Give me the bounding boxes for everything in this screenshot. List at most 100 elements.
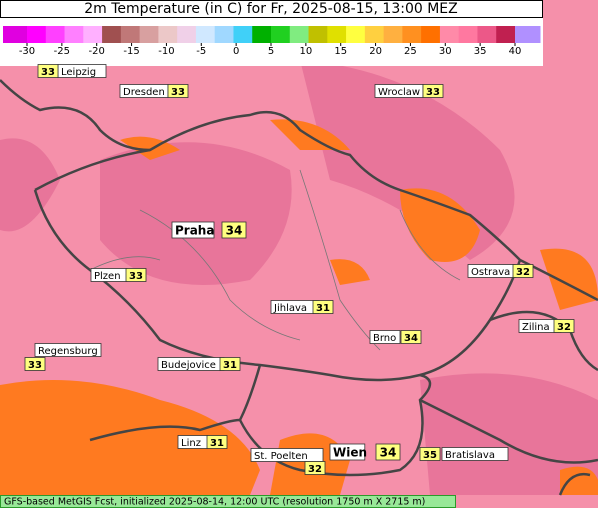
city: Plzen 33 [90, 268, 147, 282]
temp-box [422, 84, 444, 98]
temp-box [304, 461, 326, 475]
temp-box [219, 357, 241, 371]
tick-label: -5 [196, 46, 206, 57]
temp-box [553, 319, 575, 333]
color-swatch [177, 26, 197, 43]
temp-box [24, 357, 46, 371]
color-swatch [252, 26, 272, 43]
tick-label: 30 [439, 46, 452, 57]
color-swatch [233, 26, 253, 43]
city: Budejovice 31 [157, 357, 241, 371]
tick-label: 10 [299, 46, 312, 57]
temp-box [375, 443, 401, 461]
color-swatch [120, 26, 141, 43]
tick-label: 15 [334, 46, 347, 57]
temp-box [37, 64, 59, 78]
city: Bratislava 35 [419, 447, 509, 461]
temp-box [221, 221, 247, 239]
color-swatch [195, 26, 216, 43]
temp-label: 31 [316, 303, 330, 314]
tick-label: 40 [509, 46, 522, 57]
city-name: Plzen [94, 271, 121, 282]
tick-label: 5 [268, 46, 274, 57]
city-name: Leipzig [61, 67, 96, 78]
city-name: Brno [373, 333, 396, 344]
color-swatch [3, 26, 28, 43]
city: Ostrava 32 [467, 264, 534, 278]
temp-label: 33 [171, 87, 185, 98]
tick-label: 35 [474, 46, 487, 57]
temp-box [512, 264, 534, 278]
city-name-box [441, 447, 509, 461]
tick-label: -30 [19, 46, 35, 57]
city: Wroclaw 33 [374, 84, 444, 98]
temp-label: 32 [308, 464, 322, 475]
city: Brno 34 [369, 330, 422, 344]
color-swatch [45, 26, 66, 43]
city-name: Dresden [123, 87, 165, 98]
city-name-box [329, 443, 366, 461]
temp-label: 34 [226, 224, 243, 238]
city-name: St. Poelten [254, 451, 308, 462]
tick-label: 0 [233, 46, 239, 57]
color-swatch [64, 26, 84, 43]
temp-label: 32 [516, 267, 530, 278]
color-swatch [458, 26, 478, 43]
city-name: Wroclaw [378, 87, 420, 98]
color-swatch [139, 26, 159, 43]
title: 2m Temperature (in C) for Fr, 2025-08-15… [84, 1, 457, 17]
temp-box [400, 330, 422, 344]
city-name-box [34, 343, 102, 357]
title-box [0, 0, 543, 18]
city-name: Budejovice [161, 360, 216, 371]
color-swatch [364, 26, 385, 43]
color-swatch [27, 26, 47, 43]
city: Jihlava 31 [270, 300, 334, 314]
color-swatch [477, 26, 497, 43]
city: Dresden 33 [119, 84, 189, 98]
tick-label: -10 [158, 46, 174, 57]
color-swatch [102, 26, 122, 43]
city-name-box [171, 221, 215, 239]
city: Praha 34 [171, 221, 247, 239]
city-name: Wien [333, 446, 367, 460]
city-name: Regensburg [38, 346, 98, 357]
temp-box [125, 268, 147, 282]
color-swatch [383, 26, 403, 43]
temp-label: 35 [423, 450, 437, 461]
tick-label: 20 [369, 46, 382, 57]
color-swatch [289, 26, 310, 43]
city-name-box [250, 448, 324, 462]
colorbar: -30 -25 -20 -15 -10 -5 0 5 10 15 20 25 30 35 40 [3, 26, 541, 57]
temp-label: 34 [404, 333, 418, 344]
tick-label: -15 [123, 46, 139, 57]
city-name: Ostrava [471, 267, 510, 278]
city: Regensburg 33 [24, 343, 102, 371]
footer: GFS-based MetGIS Fcst, initialized 2025-… [4, 497, 425, 508]
temp-label: 33 [28, 360, 42, 371]
color-swatch [421, 26, 441, 43]
temp-box [419, 447, 441, 461]
color-swatch [214, 26, 234, 43]
temp-label: 33 [426, 87, 440, 98]
color-swatch [515, 26, 541, 43]
city-name: Linz [181, 438, 201, 449]
temp-label: 31 [210, 438, 224, 449]
region-lines [89, 169, 461, 351]
tick-label: 25 [404, 46, 417, 57]
temp-label: 32 [557, 322, 571, 333]
color-swatch [83, 26, 103, 43]
temp-box [206, 435, 228, 449]
temp-label: 33 [41, 67, 55, 78]
tick-label: -25 [54, 46, 70, 57]
temp-label: 34 [380, 446, 397, 460]
city-name: Zilina [522, 322, 550, 333]
color-swatch [346, 26, 366, 43]
city-name: Bratislava [445, 450, 495, 461]
color-swatch [158, 26, 178, 43]
city-name: Jihlava [273, 303, 307, 314]
city-name: Praha [175, 224, 214, 238]
city: Linz 31 [177, 435, 228, 449]
